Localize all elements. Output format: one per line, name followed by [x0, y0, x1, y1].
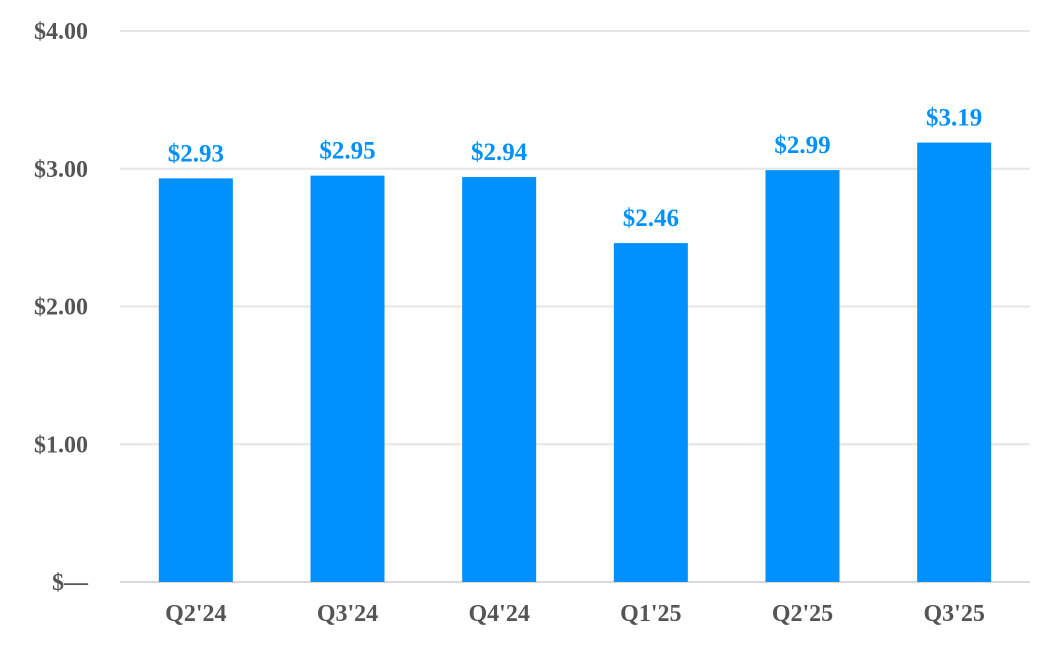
data-label: $2.95	[319, 138, 375, 165]
data-label: $2.46	[623, 205, 679, 232]
gridlines	[120, 30, 1030, 583]
bars	[158, 142, 992, 582]
y-axis-tick-labels: $— $1.00 $2.00 $3.00 $4.00	[34, 19, 89, 596]
data-label: $2.99	[774, 132, 830, 159]
data-label: $2.93	[168, 140, 224, 167]
x-tick-label: Q2'24	[165, 601, 226, 627]
data-label: $2.94	[471, 139, 528, 166]
data-label: $3.19	[926, 105, 982, 132]
bar	[462, 177, 537, 582]
x-tick-label: Q3'24	[317, 601, 378, 627]
x-tick-label: Q3'25	[923, 601, 984, 627]
bar	[158, 178, 233, 582]
bar	[613, 243, 688, 582]
x-tick-label: Q4'24	[468, 601, 529, 627]
y-tick-label: $3.00	[34, 157, 88, 183]
y-tick-label: $4.00	[34, 19, 88, 45]
y-tick-label: $1.00	[34, 432, 88, 458]
bar	[310, 175, 385, 582]
y-tick-label: $2.00	[34, 295, 88, 321]
x-tick-label: Q2'25	[772, 601, 833, 627]
x-axis-tick-labels: Q2'24 Q3'24 Q4'24 Q1'25 Q2'25 Q3'25	[165, 601, 985, 627]
y-tick-label: $—	[52, 570, 89, 596]
x-tick-label: Q1'25	[620, 601, 681, 627]
bar	[765, 170, 840, 582]
data-labels: $2.93 $2.95 $2.94 $2.46 $2.99 $3.19	[168, 105, 983, 233]
bar	[917, 142, 992, 582]
